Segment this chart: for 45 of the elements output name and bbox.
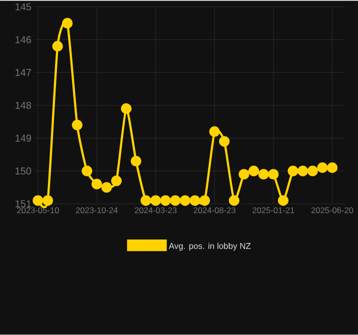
point	[317, 162, 328, 174]
point	[268, 169, 279, 180]
point	[209, 126, 220, 137]
point	[120, 103, 132, 114]
point	[32, 195, 44, 206]
point	[228, 195, 240, 206]
point	[219, 136, 230, 147]
point	[248, 166, 260, 176]
point	[307, 166, 318, 176]
point	[326, 162, 338, 174]
point	[72, 120, 82, 130]
x-tick-label: 2024-03-23	[134, 207, 177, 214]
y-tick-label: 148	[16, 102, 32, 109]
y-tick-label: 147	[16, 69, 31, 76]
point	[199, 195, 210, 206]
point	[52, 41, 63, 52]
point	[42, 195, 54, 206]
y-tick-label: 150	[16, 168, 32, 175]
point	[140, 195, 152, 206]
point	[150, 195, 161, 206]
point	[62, 18, 73, 29]
point	[190, 195, 200, 206]
x-tick-label: 2025-01-21	[252, 207, 294, 214]
point	[82, 166, 92, 176]
point	[92, 178, 102, 190]
x-tick-label: 2023-10-24	[76, 207, 118, 214]
point	[298, 166, 308, 176]
point	[288, 166, 298, 176]
point	[238, 169, 250, 180]
point	[278, 195, 288, 206]
point	[160, 195, 171, 206]
y-tick-label: 149	[16, 134, 32, 142]
x-tick-label: 2024-08-23	[194, 207, 236, 214]
x-tick-label: 2023-05-10	[17, 207, 59, 214]
point	[258, 169, 269, 180]
y-tick-label: 146	[16, 36, 32, 44]
point	[180, 195, 190, 206]
x-tick-label: 2025-06-20	[311, 207, 354, 214]
legend-label: Avg. pos. in lobby NZ	[168, 242, 251, 251]
y-tick-label: 145	[16, 3, 32, 10]
point	[101, 182, 112, 193]
point	[130, 156, 142, 167]
point	[170, 195, 181, 206]
point	[111, 176, 122, 186]
y-tick-label: 151	[16, 200, 31, 208]
